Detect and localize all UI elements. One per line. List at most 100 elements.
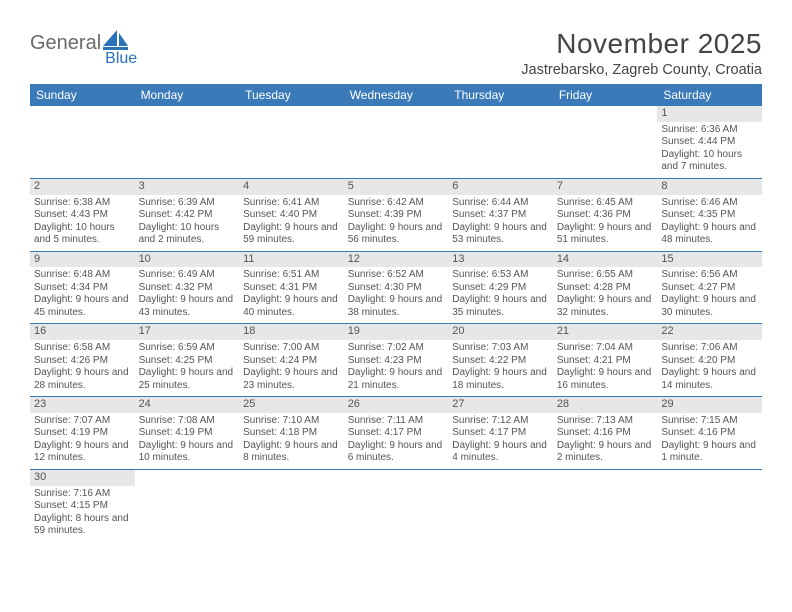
day-cell: 25Sunrise: 7:10 AMSunset: 4:18 PMDayligh… xyxy=(239,397,344,470)
daylight-text: Daylight: 9 hours and 38 minutes. xyxy=(348,294,445,319)
sunrise-text: Sunrise: 7:16 AM xyxy=(34,488,131,501)
day-cell: 2Sunrise: 6:38 AMSunset: 4:43 PMDaylight… xyxy=(30,178,135,251)
sunset-text: Sunset: 4:35 PM xyxy=(661,209,758,222)
sunrise-text: Sunrise: 6:58 AM xyxy=(34,342,131,355)
sunset-text: Sunset: 4:24 PM xyxy=(243,355,340,368)
daylight-text: Daylight: 9 hours and 23 minutes. xyxy=(243,367,340,392)
sunset-text: Sunset: 4:36 PM xyxy=(557,209,654,222)
day-number: 7 xyxy=(553,179,658,195)
sunrise-text: Sunrise: 6:46 AM xyxy=(661,197,758,210)
daylight-text: Daylight: 9 hours and 18 minutes. xyxy=(452,367,549,392)
day-number: 6 xyxy=(448,179,553,195)
day-cell: 7Sunrise: 6:45 AMSunset: 4:36 PMDaylight… xyxy=(553,178,658,251)
day-number: 23 xyxy=(30,397,135,413)
day-cell: 14Sunrise: 6:55 AMSunset: 4:28 PMDayligh… xyxy=(553,251,658,324)
day-cell: 28Sunrise: 7:13 AMSunset: 4:16 PMDayligh… xyxy=(553,397,658,470)
daylight-text: Daylight: 10 hours and 7 minutes. xyxy=(661,149,758,174)
day-cell: 21Sunrise: 7:04 AMSunset: 4:21 PMDayligh… xyxy=(553,324,658,397)
dh-sun: Sunday xyxy=(30,84,135,106)
day-number: 11 xyxy=(239,252,344,268)
daylight-text: Daylight: 8 hours and 59 minutes. xyxy=(34,513,131,538)
day-number: 12 xyxy=(344,252,449,268)
day-number: 8 xyxy=(657,179,762,195)
daylight-text: Daylight: 9 hours and 8 minutes. xyxy=(243,440,340,465)
week-row: 9Sunrise: 6:48 AMSunset: 4:34 PMDaylight… xyxy=(30,251,762,324)
day-number: 5 xyxy=(344,179,449,195)
dh-thu: Thursday xyxy=(448,84,553,106)
day-cell xyxy=(239,469,344,541)
dh-fri: Friday xyxy=(553,84,658,106)
day-cell: 15Sunrise: 6:56 AMSunset: 4:27 PMDayligh… xyxy=(657,251,762,324)
day-number: 24 xyxy=(135,397,240,413)
daylight-text: Daylight: 9 hours and 16 minutes. xyxy=(557,367,654,392)
day-cell: 3Sunrise: 6:39 AMSunset: 4:42 PMDaylight… xyxy=(135,178,240,251)
sunrise-text: Sunrise: 6:52 AM xyxy=(348,269,445,282)
sunrise-text: Sunrise: 6:45 AM xyxy=(557,197,654,210)
day-cell xyxy=(448,469,553,541)
sunrise-text: Sunrise: 7:06 AM xyxy=(661,342,758,355)
sunrise-text: Sunrise: 7:11 AM xyxy=(348,415,445,428)
sunrise-text: Sunrise: 7:12 AM xyxy=(452,415,549,428)
daylight-text: Daylight: 9 hours and 53 minutes. xyxy=(452,222,549,247)
logo-sail-icon xyxy=(103,30,129,50)
sunrise-text: Sunrise: 6:56 AM xyxy=(661,269,758,282)
day-number: 18 xyxy=(239,324,344,340)
logo: General Blue xyxy=(30,32,129,55)
day-cell xyxy=(135,469,240,541)
day-cell: 6 Sunrise: 6:44 AMSunset: 4:37 PMDaylight… xyxy=(448,178,553,251)
day-cell: 11Sunrise: 6:51 AMSunset: 4:31 PMDayligh… xyxy=(239,251,344,324)
sunset-text: Sunset: 4:37 PM xyxy=(452,209,549,222)
daylight-text: Daylight: 9 hours and 4 minutes. xyxy=(452,440,549,465)
day-cell xyxy=(657,469,762,541)
day-header-row: Sunday Monday Tuesday Wednesday Thursday… xyxy=(30,84,762,106)
logo-text-1: General xyxy=(30,32,101,55)
day-cell: 10Sunrise: 6:49 AMSunset: 4:32 PMDayligh… xyxy=(135,251,240,324)
sunrise-text: Sunrise: 6:44 AM xyxy=(452,197,549,210)
daylight-text: Daylight: 10 hours and 2 minutes. xyxy=(139,222,236,247)
day-cell: 17Sunrise: 6:59 AMSunset: 4:25 PMDayligh… xyxy=(135,324,240,397)
location-text: Jastrebarsko, Zagreb County, Croatia xyxy=(521,62,762,78)
header: General Blue November 2025 Jastrebarsko,… xyxy=(30,28,762,78)
day-cell: 24Sunrise: 7:08 AMSunset: 4:19 PMDayligh… xyxy=(135,397,240,470)
day-number: 3 xyxy=(135,179,240,195)
sunrise-text: Sunrise: 6:42 AM xyxy=(348,197,445,210)
day-number: 19 xyxy=(344,324,449,340)
daylight-text: Daylight: 9 hours and 6 minutes. xyxy=(348,440,445,465)
day-cell: 20Sunrise: 7:03 AMSunset: 4:22 PMDayligh… xyxy=(448,324,553,397)
title-block: November 2025 Jastrebarsko, Zagreb Count… xyxy=(521,28,762,78)
sunset-text: Sunset: 4:16 PM xyxy=(557,427,654,440)
sunrise-text: Sunrise: 7:15 AM xyxy=(661,415,758,428)
sunset-text: Sunset: 4:21 PM xyxy=(557,355,654,368)
daylight-text: Daylight: 9 hours and 32 minutes. xyxy=(557,294,654,319)
sunrise-text: Sunrise: 7:07 AM xyxy=(34,415,131,428)
day-number: 1 xyxy=(657,106,762,122)
sunset-text: Sunset: 4:25 PM xyxy=(139,355,236,368)
day-number: 30 xyxy=(30,470,135,486)
calendar-table: Sunday Monday Tuesday Wednesday Thursday… xyxy=(30,84,762,542)
dh-mon: Monday xyxy=(135,84,240,106)
day-number: 25 xyxy=(239,397,344,413)
day-number: 29 xyxy=(657,397,762,413)
day-cell: 18Sunrise: 7:00 AMSunset: 4:24 PMDayligh… xyxy=(239,324,344,397)
sunrise-text: Sunrise: 6:39 AM xyxy=(139,197,236,210)
day-cell: 12Sunrise: 6:52 AMSunset: 4:30 PMDayligh… xyxy=(344,251,449,324)
daylight-text: Daylight: 9 hours and 10 minutes. xyxy=(139,440,236,465)
day-cell xyxy=(553,106,658,178)
week-row: 23Sunrise: 7:07 AMSunset: 4:19 PMDayligh… xyxy=(30,397,762,470)
daylight-text: Daylight: 9 hours and 43 minutes. xyxy=(139,294,236,319)
day-cell: 13Sunrise: 6:53 AMSunset: 4:29 PMDayligh… xyxy=(448,251,553,324)
day-number: 16 xyxy=(30,324,135,340)
daylight-text: Daylight: 10 hours and 5 minutes. xyxy=(34,222,131,247)
logo-text-2: Blue xyxy=(105,50,137,68)
sunset-text: Sunset: 4:44 PM xyxy=(661,136,758,149)
sunset-text: Sunset: 4:30 PM xyxy=(348,282,445,295)
week-row: 1Sunrise: 6:36 AMSunset: 4:44 PMDaylight… xyxy=(30,106,762,178)
sunset-text: Sunset: 4:28 PM xyxy=(557,282,654,295)
sunset-text: Sunset: 4:17 PM xyxy=(348,427,445,440)
day-cell: 8Sunrise: 6:46 AMSunset: 4:35 PMDaylight… xyxy=(657,178,762,251)
sunrise-text: Sunrise: 6:59 AM xyxy=(139,342,236,355)
daylight-text: Daylight: 9 hours and 59 minutes. xyxy=(243,222,340,247)
sunrise-text: Sunrise: 6:51 AM xyxy=(243,269,340,282)
day-cell: 30Sunrise: 7:16 AMSunset: 4:15 PMDayligh… xyxy=(30,469,135,541)
week-row: 16Sunrise: 6:58 AMSunset: 4:26 PMDayligh… xyxy=(30,324,762,397)
